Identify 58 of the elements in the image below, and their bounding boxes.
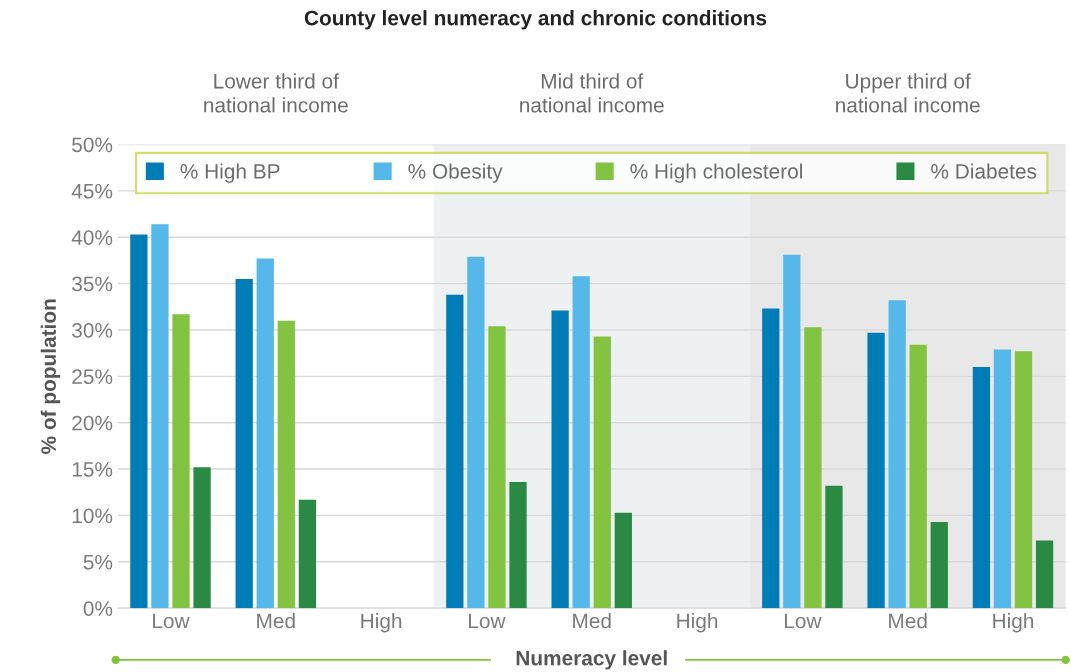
- bar: [993, 349, 1012, 609]
- y-axis-title: % of population: [40, 299, 61, 454]
- bar: [972, 367, 991, 609]
- x-tick-label: High: [677, 613, 718, 633]
- chart-subtitle: Lower third of national income: [204, 73, 348, 113]
- bar: [509, 482, 527, 609]
- legend-label: % High cholesterol: [630, 163, 802, 183]
- x-tick-label: Low: [784, 613, 822, 629]
- y-tick-label: 15%: [72, 462, 113, 477]
- bar: [867, 332, 885, 609]
- y-tick-label: 50%: [72, 137, 113, 153]
- legend-label: % High BP: [180, 163, 280, 183]
- x-axis-title: Numeracy level: [516, 650, 667, 670]
- legend-label: % Obesity: [408, 163, 503, 183]
- bar: [151, 224, 169, 609]
- y-tick-label: 20%: [72, 415, 113, 431]
- x-tick-label: Med: [257, 613, 295, 629]
- x-tick-label: Med: [889, 613, 927, 629]
- bar: [277, 320, 295, 609]
- x-tick-label: Low: [469, 613, 506, 629]
- y-tick-label: 30%: [72, 322, 113, 338]
- y-tick-label: 45%: [71, 183, 113, 199]
- bar: [1014, 351, 1033, 609]
- bar: [235, 278, 253, 609]
- bar: [930, 521, 948, 609]
- y-tick-label: 0%: [83, 601, 113, 616]
- bar: [825, 485, 843, 609]
- bar: [467, 256, 485, 609]
- bar: [572, 276, 590, 609]
- text: County level numeracy and chronic conditions: [304, 10, 767, 30]
- bar: [551, 310, 569, 609]
- bar: [1035, 540, 1054, 609]
- y-tick-label: 5%: [83, 554, 113, 570]
- bar: [783, 254, 801, 609]
- bar: [614, 512, 632, 609]
- bar: [909, 344, 927, 609]
- bar: [298, 499, 317, 609]
- x-tick-label: High: [361, 613, 402, 633]
- bar: [762, 308, 780, 609]
- x-tick-label: High: [993, 613, 1034, 633]
- bar: [804, 327, 822, 609]
- y-tick-label: 25%: [72, 369, 113, 385]
- bar: [172, 314, 190, 609]
- y-tick-label: 10%: [72, 508, 113, 524]
- bar: [488, 326, 506, 609]
- bar: [593, 336, 611, 609]
- bar: [130, 234, 148, 609]
- x-tick-label: Med: [573, 613, 611, 629]
- legend-label: % Diabetes: [931, 163, 1037, 179]
- bar: [193, 467, 211, 609]
- bar: [256, 258, 274, 609]
- x-tick-label: Low: [153, 613, 190, 629]
- bar: [888, 300, 906, 609]
- bar: [446, 294, 464, 609]
- y-tick-label: 40%: [71, 230, 113, 245]
- chart-subtitle: Upper third of national income: [836, 73, 980, 113]
- y-tick-label: 35%: [72, 276, 113, 292]
- chart-subtitle: Mid third of national income: [520, 73, 664, 113]
